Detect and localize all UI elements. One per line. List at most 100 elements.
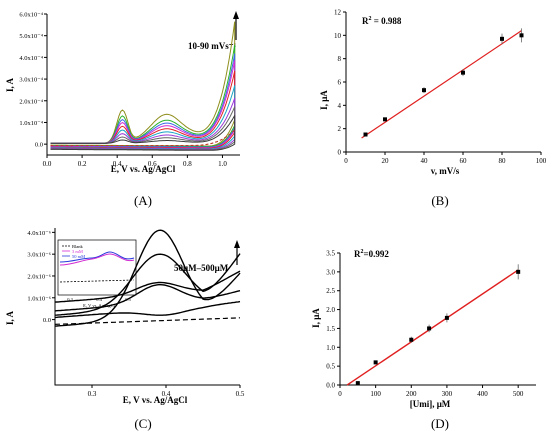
panel-c-ylabel: I, A <box>5 311 15 326</box>
panel-c-axes <box>54 228 240 386</box>
inset-xtick-0: 0.3 <box>67 297 73 302</box>
panel-a-xtick-label: 0.8 <box>183 160 192 168</box>
panel-a-xtick-label: 0.4 <box>113 160 122 168</box>
panel-b-point <box>461 70 465 75</box>
panel-c-xlabel: E, V vs. Ag/AgCl <box>123 395 188 405</box>
panel-d-xtick-label: 100 <box>370 390 381 398</box>
panel-d-ytick-label: 2.0 <box>326 306 335 314</box>
panel-b-point <box>519 33 524 38</box>
panel-b-xlabel: v, mV/s <box>431 166 460 176</box>
inset-legend-2: 50 mM <box>72 254 85 259</box>
inset-curve-blank <box>59 279 135 283</box>
panel-c-xtick-label: 0.5 <box>236 390 245 398</box>
panel-c-series-line <box>54 270 241 303</box>
panel-b-ytick-label: 2 <box>338 125 342 133</box>
panel-d-point <box>444 315 449 320</box>
generated-marks: 0.0 0.2 0.4 0.6 0.8 1.0 0.0 1.0x10⁻⁴ 2.0x10⁻⁴ 3.0… <box>19 9 546 399</box>
panel-a-ytick-label: 1.0x10⁻⁴ <box>19 120 43 127</box>
panel-a-xtick-label: 1.0 <box>218 160 227 168</box>
panel-c-ytick-label: 3.0x10⁻⁶ <box>27 252 51 259</box>
panel-c-series-line <box>54 229 241 327</box>
panel-a-blank-line <box>50 129 236 147</box>
panel-d-ytick-label: 0.0 <box>326 382 335 390</box>
panel-d-point <box>427 326 432 331</box>
panel-b-point <box>422 88 426 93</box>
panel-d: (D) [Umi], μM I, μA R2=0.992 <box>311 249 451 431</box>
panel-c-series-line <box>54 300 241 319</box>
panel-d-ytick-label: 3.5 <box>326 250 335 258</box>
panel-b-xtick-label: 40 <box>421 157 429 165</box>
panel-c-series-line <box>54 253 241 316</box>
panel-d-xtick-label: 200 <box>406 390 417 398</box>
panel-d-ytick-label: 1.0 <box>326 344 335 352</box>
panel-b-ytick-label: 0 <box>338 149 342 157</box>
panel-d-ytick-label: 0.5 <box>326 363 335 371</box>
panel-c: (C) E, V vs. Ag/AgCl I, A 50μM–500μM Bla… <box>5 239 240 431</box>
panel-a-series-line <box>50 44 236 147</box>
panel-b-point <box>500 36 504 41</box>
panel-d-xtick-label: 300 <box>442 390 453 398</box>
panel-d-ytick-label: 2.5 <box>326 287 335 295</box>
panel-c-ytick-label: 4.0x10⁻⁶ <box>27 230 51 237</box>
panel-b-fit-line <box>361 30 522 139</box>
panel-d-ytick-label: 1.5 <box>326 325 335 333</box>
panel-a-arrow-head <box>233 11 239 19</box>
panel-b-ytick-label: 10 <box>334 32 342 40</box>
panel-b-xtick-label: 0 <box>344 157 348 165</box>
panel-a-annotation: 10-90 mVs⁻¹ <box>188 41 236 51</box>
inset-curve-purple <box>59 251 135 263</box>
panel-b-point <box>383 117 387 122</box>
inset-xtick-1: 0.4 <box>96 297 102 302</box>
inset-curve-magenta <box>59 253 135 266</box>
panel-d-xtick-label: 0 <box>338 390 342 398</box>
panel-b-axes <box>345 12 541 153</box>
panel-c-blank-line <box>54 317 241 325</box>
panel-c-xtick-label: 0.3 <box>88 390 97 398</box>
inset-frame <box>57 239 137 296</box>
panel-a-xlabel: E, V vs. Ag/AgCl <box>111 164 176 174</box>
panel-c-ytick-label: 1.0x10⁻⁶ <box>27 295 51 302</box>
panel-d-xtick-label: 500 <box>513 390 524 398</box>
panel-d-label: (D) <box>431 416 449 431</box>
panel-d-point <box>409 337 414 342</box>
panel-a-ytick-label: 6.0x10⁻⁴ <box>19 12 43 19</box>
panel-a-label: (A) <box>134 193 152 208</box>
panel-a-ytick-label: 2.0x10⁻⁴ <box>19 98 43 105</box>
panel-b-xtick-label: 20 <box>382 157 390 165</box>
inset-xlabel: E, V vs. Ag/AgCl <box>83 303 115 309</box>
panel-a: (A) E, V vs. Ag/AgCl I, A 10-90 mVs⁻¹ <box>5 11 239 208</box>
panel-a-ytick-label: 4.0x10⁻⁴ <box>19 55 43 62</box>
panel-b-annotation: R2 = 0.988 <box>362 16 402 26</box>
panel-d-fit-line <box>346 269 519 386</box>
panel-b-xtick-label: 80 <box>499 157 507 165</box>
panel-c-arrow-head <box>234 240 240 248</box>
panel-d-point <box>373 360 378 365</box>
panel-c-ytick-label: 2.0x10⁻⁶ <box>27 273 51 280</box>
panel-a-ylabel: I, A <box>5 78 15 93</box>
panel-a-ytick-label: 3.0x10⁻⁴ <box>19 77 43 84</box>
panel-d-xlabel: [Umi], μM <box>410 399 451 409</box>
panel-d-ylabel: I, μA <box>311 308 321 328</box>
panel-b-ytick-label: 4 <box>338 102 342 110</box>
panel-d-point <box>516 269 521 274</box>
panel-b: (B) v, mV/s I, μA R2 = 0.988 <box>319 16 460 208</box>
panel-a-xtick-label: 0.6 <box>148 160 157 168</box>
panel-c-annotation: 50μM–500μM <box>174 263 229 273</box>
inset-legend-0: Blank <box>72 244 83 249</box>
panel-a-ytick-label: 5.0x10⁻⁴ <box>19 33 43 40</box>
panel-a-ytick-label: 0.0 <box>35 142 43 149</box>
panel-d-point <box>355 381 360 386</box>
panel-d-annotation: R2=0.992 <box>354 249 389 259</box>
panel-b-xtick-label: 60 <box>460 157 468 165</box>
panel-b-label: (B) <box>431 193 448 208</box>
panel-b-xtick-label: 100 <box>536 157 547 165</box>
panel-b-ytick-label: 12 <box>334 9 342 17</box>
panel-a-xtick-label: 0.0 <box>43 160 52 168</box>
panel-a-xtick-label: 0.2 <box>78 160 87 168</box>
panel-c-series-line <box>54 284 241 312</box>
panel-b-ytick-label: 8 <box>338 55 342 63</box>
panel-c-ytick-label: 0.0 <box>43 317 51 324</box>
panel-b-ylabel: I, μA <box>319 90 329 110</box>
panel-a-series-line <box>50 115 236 151</box>
